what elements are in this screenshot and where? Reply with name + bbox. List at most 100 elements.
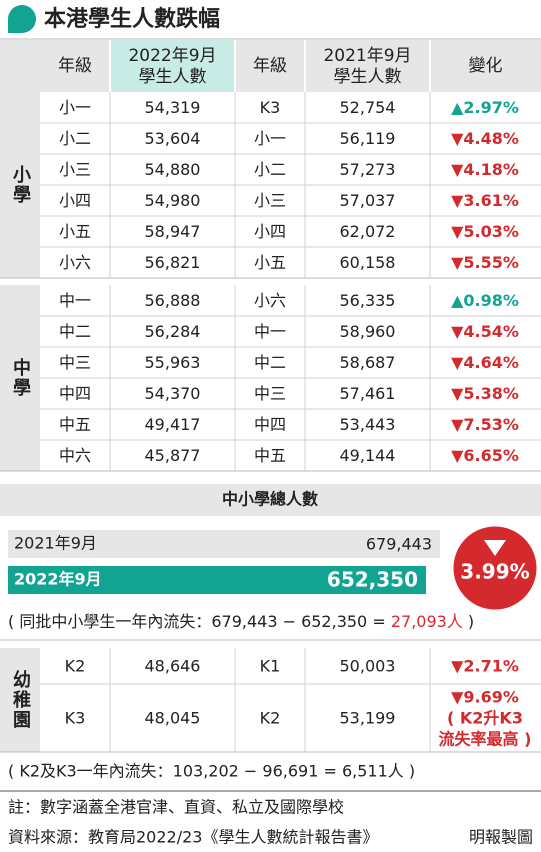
table-cell: 中二 (59, 322, 91, 341)
change-cell: ▼5.38% (451, 384, 519, 403)
table-cell: 中一 (59, 291, 91, 310)
table-cell: 小二 (254, 160, 286, 179)
table-cell: 49,144 (340, 446, 396, 465)
table-cell: 小一 (59, 98, 91, 117)
table-cell: 中五 (59, 415, 91, 434)
table-cell: 小六 (254, 291, 286, 310)
table-cell: 53,604 (145, 129, 201, 148)
total-value: 679,443 (366, 535, 432, 554)
table-cell: 53,443 (340, 415, 396, 434)
note-part: 27,093人 (391, 612, 463, 631)
table-cell: 中五 (254, 446, 286, 465)
table-cell: 56,284 (145, 322, 201, 341)
table-cell: 57,037 (340, 191, 396, 210)
change-cell: ▼2.71% (451, 657, 519, 676)
table-cell: 小二 (59, 129, 91, 148)
change-cell: ▼5.03% (451, 222, 519, 241)
table-cell: 中二 (254, 353, 286, 372)
section-label: 小學 (10, 165, 31, 205)
change-cell: ▼6.65% (451, 446, 519, 465)
total-label: 2022年9月 (14, 570, 102, 589)
change-cell: ▼3.61% (451, 191, 519, 210)
table-cell: K3 (65, 709, 86, 728)
section-label: 中學 (10, 357, 31, 398)
change-cell: ▼4.18% (451, 160, 519, 179)
header-cell: 學生人數 (334, 67, 402, 87)
kindergarten-note: ( K2及K3一年內流失：103,202 − 96,691 = 6,511人 ) (8, 762, 415, 781)
table-cell: 53,199 (340, 709, 396, 728)
badge-arrow (484, 540, 506, 556)
table-cell: 中三 (59, 353, 91, 372)
title-bar (0, 0, 541, 38)
note-part: ) (463, 612, 474, 631)
change-cell: ▼4.64% (451, 353, 519, 372)
change-cell: ( K2升K3 (447, 709, 523, 728)
total-label: 2021年9月 (14, 534, 97, 553)
table-cell: 54,880 (145, 160, 201, 179)
section-label: 幼稚園 (10, 669, 31, 730)
table-cell: 62,072 (340, 222, 396, 241)
change-cell: ▲2.97% (451, 98, 519, 117)
header-cell: 學生人數 (139, 67, 207, 87)
table-cell: 55,963 (145, 353, 201, 372)
table-cell: 小五 (59, 222, 91, 241)
badge-value: 3.99% (460, 560, 529, 584)
header-cell: 變化 (469, 56, 503, 76)
table-cell: 49,417 (145, 415, 201, 434)
table-cell: 中四 (59, 384, 91, 403)
title: 本港學生人數跌幅 (44, 6, 220, 32)
table-cell: 56,821 (145, 253, 201, 272)
table-cell: 56,888 (145, 291, 201, 310)
change-cell: ▼4.54% (451, 322, 519, 341)
total-note: ( 同批中小學生一年內流失：679,443 − 652,350 = 27,093… (8, 612, 474, 631)
credit: 明報製圖 (469, 828, 533, 847)
total-bar (8, 566, 426, 594)
change-cell: ▼9.69% (451, 688, 519, 707)
section-label-bg (0, 648, 40, 752)
change-cell: 流失率最高 ) (439, 730, 532, 749)
source: 資料來源：教育局2022/23《學生人數統計報告書》 (8, 828, 378, 847)
table-cell: 小三 (254, 191, 286, 210)
change-cell: ▲0.98% (451, 291, 519, 310)
table-cell: 54,319 (145, 98, 201, 117)
table-cell: 小六 (59, 253, 91, 272)
header-cell: 年級 (58, 56, 92, 76)
table-cell: 中三 (254, 384, 286, 403)
table-cell: 52,754 (340, 98, 396, 117)
table-cell: 58,687 (340, 353, 396, 372)
table-cell: 58,947 (145, 222, 201, 241)
header-bg (0, 40, 541, 92)
total-header-bg (0, 484, 541, 516)
section-label-bg (0, 285, 40, 471)
table-cell: 54,980 (145, 191, 201, 210)
table-cell: 48,045 (145, 709, 201, 728)
total-title: 中小學總人數 (222, 490, 318, 509)
table-cell: 45,877 (145, 446, 201, 465)
table-cell: 小一 (254, 129, 286, 148)
table-cell: 48,646 (145, 657, 201, 676)
table-cell: K1 (260, 657, 281, 676)
table-cell: K2 (260, 709, 281, 728)
table-cell: 60,158 (340, 253, 396, 272)
table-cell: 中四 (254, 415, 286, 434)
table-cell: 小四 (254, 222, 286, 241)
table-cell: 小五 (254, 253, 286, 272)
change-badge (450, 523, 540, 613)
table-cell: 54,370 (145, 384, 201, 403)
footnote: 註：數字涵蓋全港官津、直資、私立及國際學校 (8, 798, 344, 817)
change-cell: ▼4.48% (451, 129, 519, 148)
table-cell: 57,461 (340, 384, 396, 403)
section-label-bg (0, 92, 40, 278)
note-part: ( 同批中小學生一年內流失：679,443 − 652,350 = (8, 612, 391, 631)
header-highlight (110, 40, 235, 92)
header-cell: 2022年9月 (128, 46, 216, 66)
title-icon (8, 5, 36, 33)
table-cell: K3 (260, 98, 281, 117)
table-cell: 57,273 (340, 160, 396, 179)
change-cell: ▼7.53% (451, 415, 519, 434)
table-cell: K2 (65, 657, 86, 676)
table-cell: 56,119 (340, 129, 396, 148)
table-cell: 小三 (59, 160, 91, 179)
table-cell: 中六 (59, 446, 91, 465)
